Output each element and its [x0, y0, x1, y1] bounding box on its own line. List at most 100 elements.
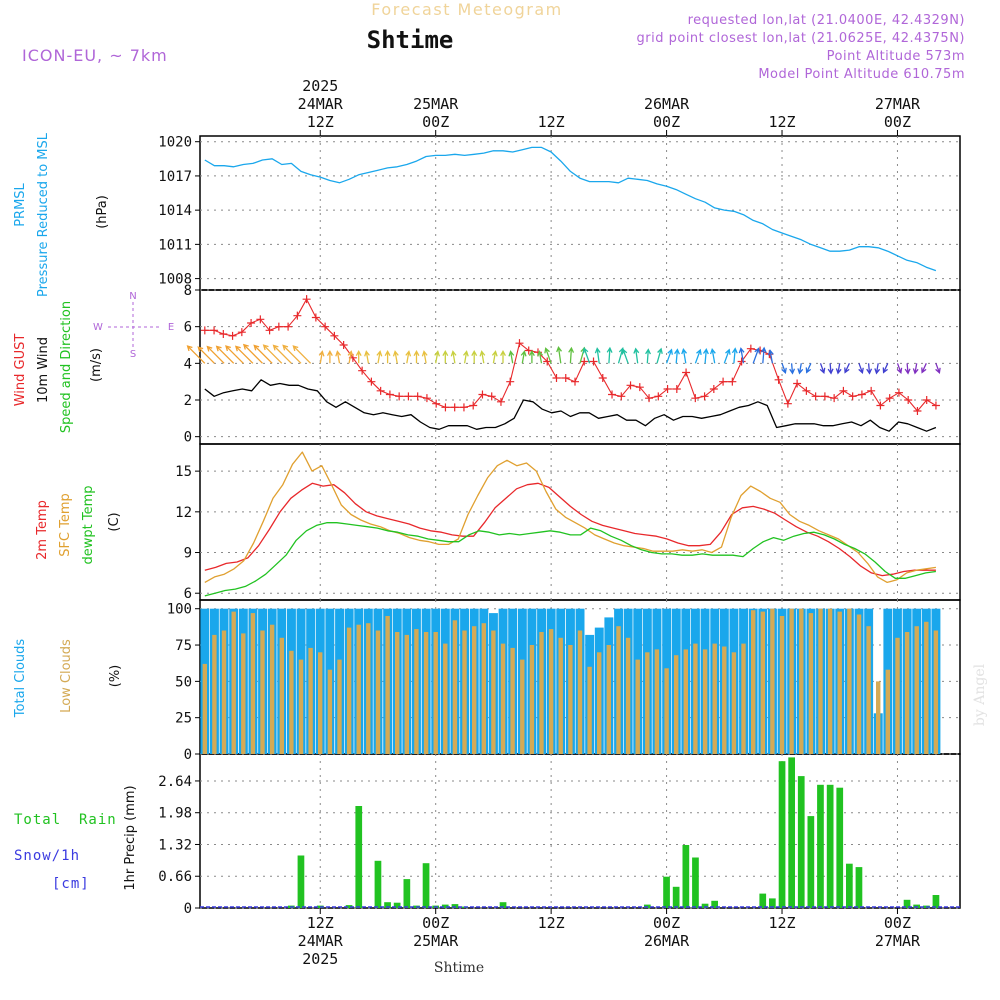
- time-label-top: 00Z: [653, 113, 680, 131]
- low-cloud-bar: [269, 624, 275, 754]
- gust-marker: [793, 379, 802, 388]
- wind-direction-arrow: [225, 345, 244, 364]
- rain-bar: [355, 806, 363, 908]
- wind-direction-arrow: [582, 347, 591, 364]
- gust-marker: [857, 390, 866, 399]
- low-cloud-bar: [789, 608, 794, 754]
- low-cloud-bar: [837, 611, 842, 754]
- wind-direction-arrow: [568, 346, 575, 364]
- wind-direction-arrow: [896, 363, 903, 374]
- low-cloud-bar: [876, 681, 881, 754]
- wind-direction-arrow: [355, 349, 362, 364]
- footer-location: Shtime: [434, 960, 484, 976]
- low-cloud-bar: [221, 630, 227, 754]
- compass-w: W: [93, 322, 103, 333]
- gust-marker: [358, 366, 367, 375]
- panel-frames: [199, 135, 961, 909]
- gust-marker: [256, 315, 265, 324]
- time-label-top: 27MAR: [875, 95, 921, 113]
- low-cloud-bar: [212, 634, 217, 754]
- y-tick-label-wind: 8: [184, 283, 192, 299]
- gust-marker: [728, 377, 737, 386]
- rain-bar: [663, 876, 670, 908]
- wind-direction-arrow: [760, 346, 767, 364]
- gust-marker: [820, 392, 829, 401]
- info-line-4: Model Point Altitude 610.75m: [758, 67, 965, 82]
- time-label-top: 24MAR: [298, 95, 344, 113]
- gust-marker: [737, 357, 746, 366]
- low-cloud-bar: [337, 659, 342, 754]
- wind-direction-arrow: [282, 344, 302, 364]
- y-tick-label-clouds: 0: [184, 747, 192, 763]
- y-tick-label-precip: 0.66: [158, 869, 192, 885]
- time-label-top: 00Z: [422, 113, 449, 131]
- wind-direction-arrow: [442, 349, 449, 364]
- low-cloud-bar: [597, 652, 602, 754]
- wind-direction-arrow: [292, 345, 312, 364]
- low-cloud-bar: [433, 632, 438, 754]
- y-tick-label-precip: 2.64: [158, 774, 192, 790]
- wind-direction-arrow: [594, 347, 601, 364]
- rain-bar: [778, 761, 786, 908]
- gust-marker: [894, 388, 903, 397]
- low-cloud-bar: [741, 643, 746, 754]
- low-cloud-bar: [818, 608, 823, 754]
- wind-direction-arrow: [528, 349, 535, 364]
- gust-marker: [904, 396, 913, 404]
- low-cloud-bar: [722, 646, 727, 754]
- low-cloud-bar: [799, 608, 804, 754]
- gust-marker: [395, 392, 404, 401]
- low-cloud-bar: [520, 659, 525, 754]
- rain-bar: [788, 757, 795, 908]
- gust-marker: [469, 401, 478, 410]
- compass-e: E: [168, 322, 174, 333]
- low-cloud-bar: [414, 629, 419, 754]
- time-label-bottom: 25MAR: [413, 932, 459, 950]
- low-cloud-bar: [693, 643, 698, 754]
- wind-direction-arrow: [621, 348, 629, 364]
- rain-bar: [451, 904, 459, 908]
- low-cloud-bar: [395, 632, 400, 754]
- low-cloud-bar: [298, 659, 304, 754]
- wind-direction-arrow: [405, 350, 412, 364]
- low-cloud-bar: [568, 645, 573, 754]
- wind-compass: N S W E: [93, 291, 174, 360]
- low-cloud-bar: [702, 649, 708, 754]
- time-label-bottom: 00Z: [884, 914, 911, 932]
- low-cloud-bar: [933, 630, 939, 754]
- wind-direction-arrow: [912, 363, 919, 375]
- compass-s: S: [130, 349, 136, 360]
- gust-marker: [200, 326, 209, 335]
- temp-unit: (C): [107, 512, 122, 531]
- temp-label-1: 2m Temp: [35, 500, 50, 560]
- gust-marker: [635, 383, 644, 392]
- low-cloud-bar: [779, 616, 785, 754]
- wind-direction-arrow: [858, 363, 864, 374]
- gust-marker: [524, 346, 533, 355]
- rain-bar: [384, 902, 391, 908]
- temp-labels: 2m Temp SFC Temp dewpt Temp (C): [35, 485, 122, 564]
- pressure-labels: PRMSL Pressure Reduced to MSL (hPa): [13, 132, 110, 297]
- low-cloud-bar: [847, 608, 852, 754]
- precip-label-total: Total: [14, 812, 61, 828]
- cloud-bars: [200, 608, 941, 754]
- info-line-1: requested lon,lat (21.0400E, 42.4329N): [688, 13, 965, 28]
- wind-direction-arrow: [702, 348, 709, 364]
- gust-marker: [682, 368, 691, 377]
- low-cloud-bar: [481, 623, 486, 754]
- gust-marker: [672, 385, 681, 393]
- wind-direction-arrow: [392, 350, 399, 364]
- time-label-bottom: 00Z: [422, 914, 449, 932]
- gust-marker: [598, 374, 607, 382]
- low-cloud-bar: [318, 652, 323, 754]
- rain-bar: [403, 879, 411, 908]
- precip-labels: Total Rain Snow/1h [cm] 1hr Precip (mm): [14, 785, 138, 892]
- wind-unit: (m/s): [89, 348, 104, 382]
- low-cloud-bar: [904, 632, 910, 754]
- gust-marker: [496, 397, 505, 406]
- precip-bars: [200, 757, 960, 908]
- gust-marker: [228, 331, 237, 340]
- wind-direction-arrow: [450, 350, 457, 364]
- watermark: by Angel: [972, 663, 988, 726]
